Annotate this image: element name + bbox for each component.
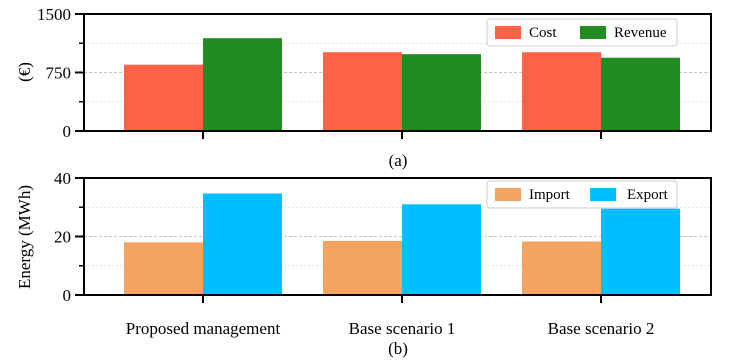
- x-tick-label: Base scenario 2: [548, 319, 655, 338]
- y-tick-label: 1500: [37, 5, 71, 24]
- x-tick-label: Base scenario 1: [349, 319, 456, 338]
- panel-b-legend-box: [486, 180, 678, 209]
- panel-b-yticks: 0 20 40: [54, 169, 84, 305]
- panel-b-legend: Import Export: [486, 180, 678, 209]
- panel-a-caption: (a): [389, 151, 408, 170]
- legend-swatch-export: [590, 188, 616, 201]
- legend-swatch-import: [495, 188, 521, 201]
- bar-cost-3: [522, 52, 601, 131]
- legend-swatch-revenue: [580, 26, 606, 39]
- y-tick-label: 750: [46, 64, 72, 83]
- bar-import-1: [124, 242, 203, 295]
- panel-a-xticks: [202, 131, 602, 139]
- bar-revenue-3: [601, 57, 680, 131]
- panel-a-legend: Cost Revenue: [486, 18, 678, 47]
- bar-import-3: [522, 241, 601, 295]
- bar-revenue-1: [203, 38, 282, 131]
- panel-a-bars: [124, 38, 680, 131]
- y-tick-label: 20: [54, 228, 71, 247]
- legend-label-cost: Cost: [529, 25, 557, 41]
- x-tick-label: Proposed management: [126, 319, 281, 338]
- panel-b: 0 20 40 Proposed management Base scenario 1…: [15, 169, 712, 358]
- bar-export-1: [203, 193, 282, 295]
- panel-b-caption: (b): [388, 339, 408, 358]
- bar-revenue-2: [402, 54, 481, 131]
- panel-a: 0 750 1500 (€) (a) Cost Revenue: [15, 5, 712, 170]
- bar-import-2: [323, 240, 402, 295]
- y-tick-label: 40: [54, 169, 71, 188]
- y-tick-label: 0: [63, 286, 72, 305]
- legend-label-revenue: Revenue: [614, 25, 667, 41]
- panel-b-xticks: [202, 295, 602, 303]
- y-tick-label: 0: [63, 122, 72, 141]
- panel-a-yticks: 0 750 1500: [37, 5, 84, 141]
- bar-export-2: [402, 204, 481, 295]
- panel-b-xticklabels: Proposed management Base scenario 1 Base s…: [126, 319, 655, 338]
- bar-export-3: [601, 208, 680, 295]
- legend-swatch-cost: [495, 26, 521, 39]
- bar-cost-1: [124, 64, 203, 131]
- bar-cost-2: [323, 52, 402, 131]
- legend-label-export: Export: [627, 187, 669, 203]
- panel-a-ylabel: (€): [15, 62, 34, 82]
- legend-label-import: Import: [529, 187, 571, 203]
- panel-b-bars: [124, 193, 680, 295]
- panel-b-ylabel: Energy (MWh): [15, 185, 34, 289]
